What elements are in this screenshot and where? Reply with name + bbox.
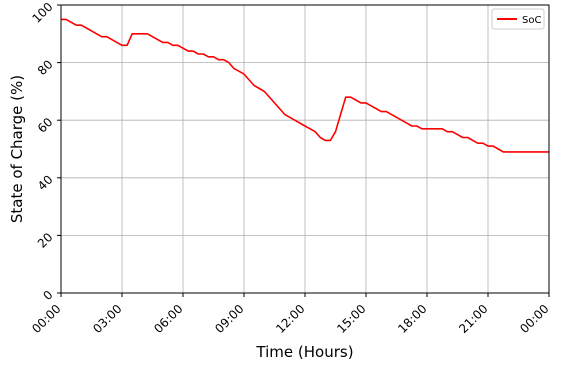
x-tick-label: 18:00 (395, 302, 429, 336)
y-tick-label: 40 (35, 172, 56, 193)
y-tick-label: 100 (29, 0, 55, 26)
legend-label-soc: SoC (522, 15, 541, 26)
axis-ticks: 00:00 03:00 06:00 09:00 12:00 15:00 18:00 21:00… (29, 0, 551, 336)
x-tick-label: 09:00 (212, 302, 246, 336)
x-tick-label: 03:00 (90, 302, 124, 336)
x-tick-label: 12:00 (273, 302, 307, 336)
y-tick-label: 0 (40, 288, 55, 303)
grid (60, 4, 550, 294)
x-tick-label: 06:00 (151, 302, 185, 336)
y-tick-label: 20 (35, 230, 56, 251)
series-line-soc (61, 18, 549, 153)
x-tick-label: 21:00 (456, 302, 490, 336)
series-layer (61, 18, 549, 153)
x-tick-label: 00:00 (517, 302, 551, 336)
legend-box (491, 8, 545, 30)
x-tick-label: 00:00 (29, 302, 63, 336)
x-tick-label: 15:00 (334, 302, 368, 336)
y-axis-label: State of Charge (%) (8, 75, 26, 223)
y-tick-label: 80 (35, 57, 56, 78)
y-tick-label: 60 (35, 115, 56, 136)
legend: SoC (491, 8, 545, 30)
x-axis-label: Time (Hours) (255, 343, 353, 361)
